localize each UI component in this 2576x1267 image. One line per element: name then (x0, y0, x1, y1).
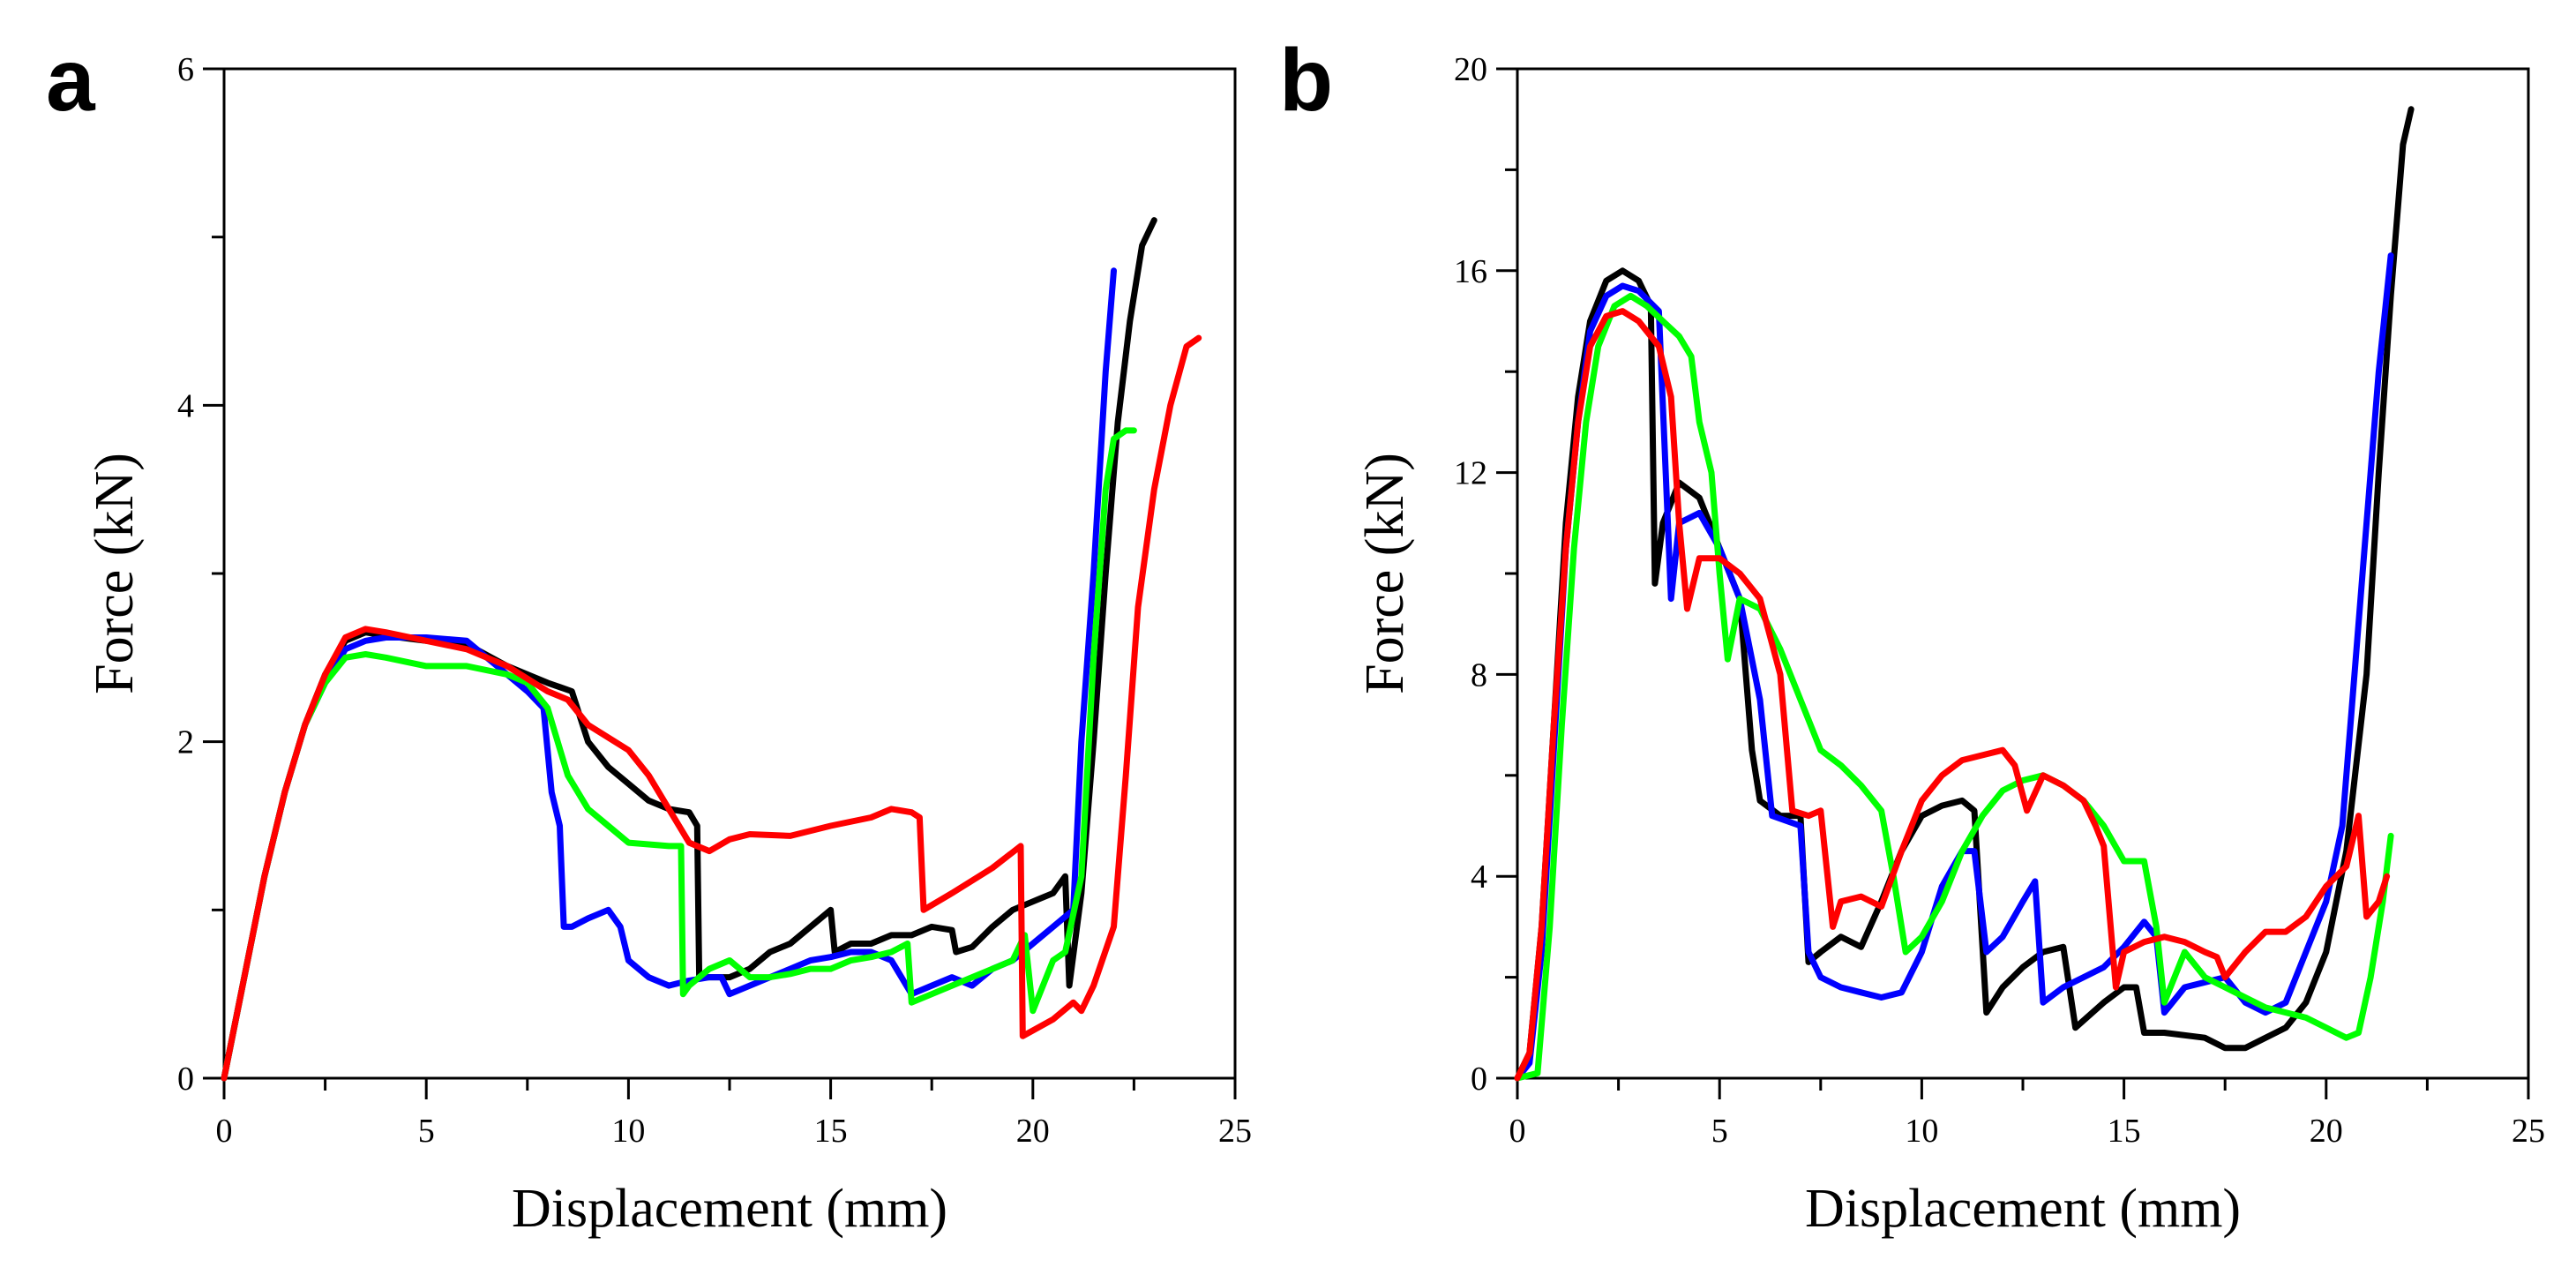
panel-a-x-tick-label: 10 (611, 1113, 645, 1150)
panel-b-y-axis-title: Force (kN) (1355, 453, 1415, 694)
panel-a-series-blue-line (221, 267, 1117, 1082)
panel-b-x-tick-label: 0 (1509, 1113, 1526, 1150)
panel-b-series-group (1514, 106, 2415, 1082)
panel-a-x-tick-label: 5 (418, 1113, 435, 1150)
panel-a-y-tick-label: 0 (177, 1061, 194, 1098)
panel-b-x-ticks: 0 5 10 15 20 25 (1509, 1078, 2545, 1150)
panel-b-y-tick-label: 12 (1454, 455, 1487, 492)
panel-b-x-tick-label: 5 (1711, 1113, 1728, 1150)
panel-b-y-tick-label: 4 (1471, 858, 1487, 896)
panel-b-x-axis-title: Displacement (mm) (1805, 1179, 2241, 1239)
panel-a-x-tick-label: 0 (216, 1113, 233, 1150)
panel-a-y-tick-label: 6 (177, 51, 194, 88)
panel-b-series-green-line (1514, 292, 2394, 1082)
panel-a-x-axis-title: Displacement (mm) (512, 1179, 947, 1239)
panel-b-x-tick-label: 20 (2310, 1113, 2343, 1150)
panel-a-x-ticks: 0 5 10 15 20 25 (216, 1078, 1252, 1150)
panel-a-plot-frame (222, 67, 1237, 1080)
panel-a-series-green-line (221, 427, 1137, 1082)
panel-a-x-tick-label: 20 (1016, 1113, 1050, 1150)
panel-a-y-tick-label: 4 (177, 387, 194, 424)
panel-a-x-tick-label: 25 (1218, 1113, 1252, 1150)
panel-b-x-tick-label: 15 (2108, 1113, 2141, 1150)
panel-b-y-tick-label: 16 (1454, 253, 1487, 290)
panel-a-y-tick-label: 2 (177, 724, 194, 761)
panel-b: b 0 5 10 15 20 25 0 4 8 12 16 20 Displacement (mm)… (1279, 31, 2545, 1239)
panel-b-letter: b (1279, 31, 1333, 130)
panel-b-y-ticks: 0 4 8 12 16 20 (1454, 51, 1517, 1098)
panel-b-x-tick-label: 10 (1905, 1113, 1938, 1150)
panel-a-y-ticks: 0 2 4 6 (177, 51, 224, 1098)
panel-b-series-blue-line (1514, 252, 2394, 1082)
panel-a-letter: a (46, 31, 96, 130)
panel-a-x-tick-label: 15 (814, 1113, 848, 1150)
panel-b-x-tick-label: 25 (2512, 1113, 2545, 1150)
panel-b-series-black-line (1514, 106, 2415, 1082)
panel-b-y-tick-label: 0 (1471, 1061, 1487, 1098)
panel-a: a 0 5 10 15 20 25 0 2 4 6 Displacement (mm) Forc… (46, 31, 1252, 1239)
panel-a-series-red-line (221, 334, 1202, 1082)
panel-a-series-group (221, 217, 1202, 1082)
panel-a-y-axis-title: Force (kN) (85, 453, 145, 694)
panel-b-series-red-line (1514, 308, 2391, 1082)
panel-b-y-tick-label: 8 (1471, 656, 1487, 693)
panel-b-y-tick-label: 20 (1454, 51, 1487, 88)
